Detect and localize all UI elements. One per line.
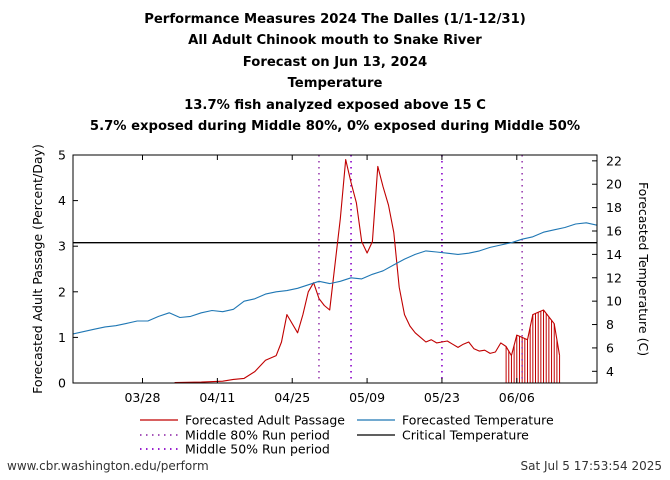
- x-tick-label: 03/28: [124, 390, 160, 405]
- chart-subtitle-exposure-periods: 5.7% exposed during Middle 80%, 0% expos…: [89, 119, 581, 135]
- chart-title-block: Performance Measures 2024 The Dalles (1/…: [0, 9, 670, 137]
- y-left-tick-label: 4: [58, 193, 66, 208]
- x-tick-label: 05/09: [349, 390, 385, 405]
- chart-subtitle-measure: Temperature: [287, 76, 383, 92]
- y-right-tick-label: 22: [606, 153, 622, 168]
- y-left-tick-label: 0: [58, 376, 66, 391]
- series-group: [73, 159, 597, 383]
- plot-frame: [72, 154, 598, 384]
- legend-middle50-label: Middle 50% Run period: [185, 442, 330, 457]
- legend-temperature-label: Forecasted Temperature: [402, 413, 554, 428]
- chart-subtitle-species: All Adult Chinook mouth to Snake River: [188, 33, 482, 49]
- y-right-tick-label: 6: [606, 340, 614, 355]
- y-right-tick-label: 8: [606, 317, 614, 332]
- y-left-tick-label: 5: [58, 148, 66, 163]
- y-left-tick-label: 2: [58, 284, 66, 299]
- footer-timestamp: Sat Jul 5 17:53:54 2025: [520, 459, 662, 473]
- x-tick-label: 04/25: [274, 390, 310, 405]
- x-tick-label: 06/06: [499, 390, 535, 405]
- y-right-tick-label: 10: [606, 294, 622, 309]
- y-right-tick-label: 16: [606, 224, 622, 239]
- legend-middle80-label: Middle 80% Run period: [185, 428, 330, 443]
- y-left-tick-label: 3: [58, 239, 66, 254]
- legend-passage-label: Forecasted Adult Passage: [185, 413, 345, 428]
- legend-critical-label: Critical Temperature: [402, 428, 529, 443]
- chart-subtitle-forecast: Forecast on Jun 13, 2024: [242, 54, 428, 70]
- y-left-axis-label: Forecasted Adult Passage (Percent/Day): [30, 144, 45, 394]
- y-right-tick-label: 18: [606, 200, 622, 215]
- y-left-tick-label: 1: [58, 330, 66, 345]
- series-line-temperature: [73, 222, 597, 335]
- y-right-axis-label: Forecasted Temperature (C): [636, 182, 651, 356]
- x-tick-label: 05/23: [424, 390, 460, 405]
- series-line-passage: [174, 159, 561, 383]
- y-right-tick-label: 4: [606, 364, 614, 379]
- y-right-tick-label: 12: [606, 270, 622, 285]
- y-right-tick-label: 14: [606, 247, 622, 262]
- forecast-hatch: [505, 310, 561, 383]
- chart-title: Performance Measures 2024 The Dalles (1/…: [144, 12, 526, 27]
- y-right-tick-label: 20: [606, 177, 622, 192]
- chart-subtitle-exposure: 13.7% fish analyzed exposed above 15 C: [184, 97, 486, 113]
- x-tick-label: 04/11: [199, 390, 235, 405]
- footer-url: www.cbr.washington.edu/perform: [7, 459, 209, 473]
